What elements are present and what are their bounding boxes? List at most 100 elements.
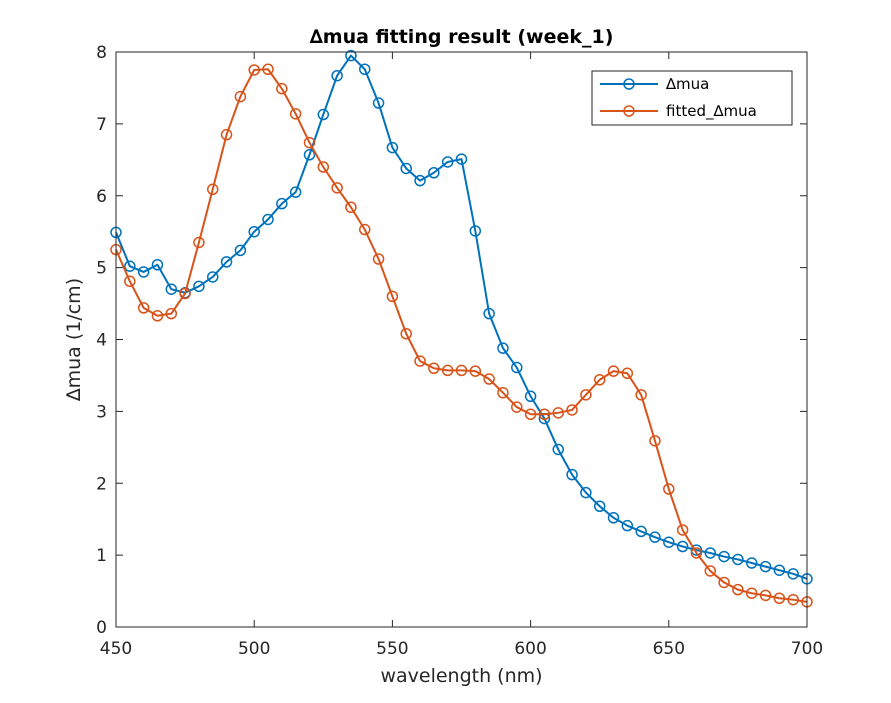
data-point-s1-490 [220,128,233,141]
data-point-s1-515 [289,108,302,120]
data-point-s0-590 [497,342,509,354]
data-point-s0-540 [359,63,371,75]
data-point-s1-525 [317,161,330,173]
x-tick-label-450: 450 [100,639,132,659]
x-tick-label-650: 650 [653,639,685,659]
data-point-s0-530 [331,69,343,82]
data-point-s1-645 [649,435,661,447]
data-point-s1-505 [262,63,274,75]
data-point-s0-650 [663,536,675,548]
data-point-s0-615 [566,468,578,481]
y-tick-label-3: 3 [96,402,107,422]
data-point-s0-695 [787,568,799,580]
data-point-s1-610 [552,407,564,419]
series-layer [110,49,813,608]
data-point-s0-500 [248,225,260,238]
legend: ∆mua fitted_∆mua [591,70,793,126]
plot-frame [115,51,808,628]
data-point-s1-670 [718,576,730,589]
series-dmua [110,49,813,585]
y-tick-label-2: 2 [96,474,107,494]
data-point-s0-670 [718,550,730,563]
data-point-s0-660 [690,544,703,556]
data-point-s1-685 [759,589,772,602]
data-point-s1-595 [511,401,523,413]
data-point-s1-510 [276,82,288,95]
data-point-s1-550 [386,290,399,303]
data-point-s0-665 [704,547,717,559]
series-fitted-dmua [110,63,813,608]
data-point-s1-485 [206,183,219,196]
data-point-s1-460 [137,302,150,314]
data-point-s1-480 [193,236,205,249]
legend-marker-fitted-dmua [623,105,635,117]
data-point-s0-610 [552,443,564,456]
data-point-s1-560 [414,355,426,367]
data-point-s0-595 [511,361,523,374]
data-point-s1-585 [483,373,495,385]
data-point-s0-645 [649,531,661,543]
data-point-s0-575 [455,153,468,165]
data-point-s0-525 [317,108,330,121]
data-point-s0-535 [345,49,357,62]
data-point-s0-655 [676,540,689,553]
data-point-s0-570 [441,156,454,168]
data-point-s0-550 [386,141,399,154]
data-point-s1-455 [124,275,136,288]
data-point-s0-465 [151,259,164,271]
data-point-s1-655 [676,524,689,536]
data-point-s1-640 [635,389,647,401]
x-tick-label-500: 500 [238,639,270,659]
data-point-s1-615 [566,404,578,416]
data-point-s0-640 [635,525,647,538]
chart-title: ∆mua fitting result (week_1) [310,26,614,48]
data-point-s1-630 [607,365,620,377]
data-point-s1-695 [787,593,799,606]
x-axis-label: wavelength (nm) [380,665,542,687]
data-point-s1-540 [359,223,371,236]
data-point-s0-560 [414,174,426,187]
x-tick-label-600: 600 [514,639,546,659]
data-point-s1-635 [621,367,634,380]
data-point-s1-600 [524,408,537,420]
data-point-s1-580 [469,365,482,377]
data-point-s0-490 [220,256,233,268]
y-tick-label-4: 4 [96,331,107,351]
data-point-s1-650 [663,483,675,495]
data-point-s1-495 [234,90,247,103]
data-point-s1-570 [441,364,454,377]
data-point-s0-460 [137,266,150,278]
data-point-s0-680 [745,557,758,569]
data-point-s1-665 [704,565,717,577]
data-point-s1-605 [538,408,551,420]
data-point-s0-600 [524,390,537,403]
data-point-s1-680 [745,587,758,599]
data-point-s0-555 [400,162,412,175]
data-point-s0-620 [580,486,592,499]
data-point-s0-565 [428,167,440,179]
data-point-s1-625 [593,374,606,386]
data-point-s1-690 [773,592,786,604]
data-point-s0-625 [593,500,606,512]
legend-label-dmua: ∆mua [665,75,709,93]
y-tick-label-6: 6 [96,187,107,207]
data-point-s1-470 [165,307,178,320]
data-point-s0-585 [483,307,495,320]
data-point-s0-485 [206,271,219,283]
data-point-s0-685 [759,560,772,573]
data-point-s0-515 [289,186,302,198]
data-point-s1-500 [248,64,260,76]
x-tick-label-700: 700 [791,639,823,659]
legend-label-fitted-dmua: fitted_∆mua [666,102,757,121]
data-point-s0-520 [303,149,316,161]
data-point-s0-580 [469,225,482,237]
data-point-s0-690 [773,564,786,576]
data-point-s1-590 [497,386,509,399]
data-point-s1-535 [345,201,357,213]
plot-background [116,52,807,627]
y-tick-label-8: 8 [96,43,107,63]
data-point-s0-495 [234,244,247,257]
data-point-s1-465 [151,310,164,322]
data-point-s0-675 [732,553,744,566]
data-point-s1-545 [372,253,385,265]
